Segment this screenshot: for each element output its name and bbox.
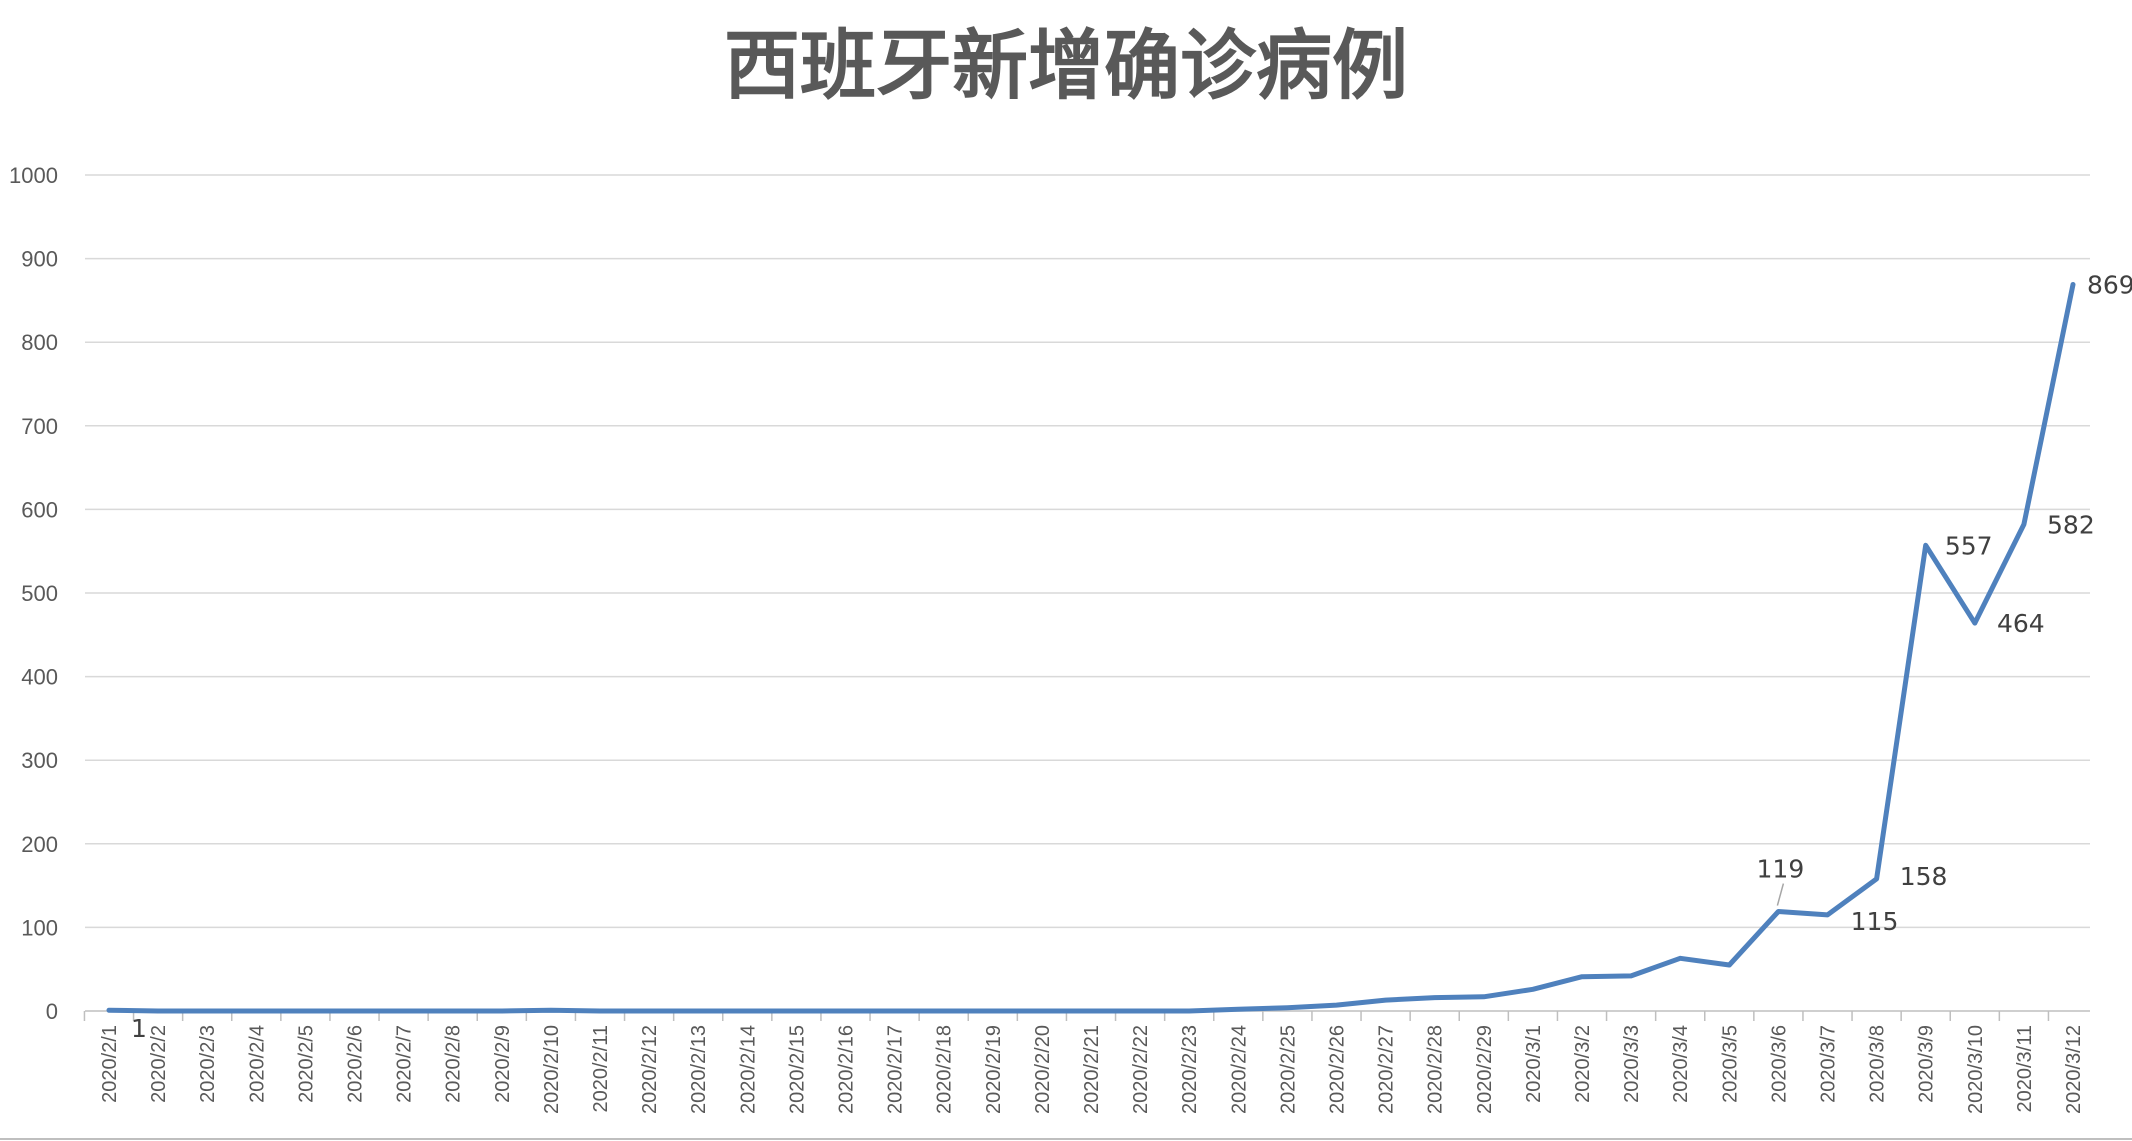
x-tick-label: 2020/3/12 xyxy=(2063,1025,2085,1114)
x-tick-label: 2020/3/8 xyxy=(1867,1025,1889,1103)
data-label: 557 xyxy=(1945,531,1993,560)
y-tick-label: 1000 xyxy=(9,163,58,188)
x-tick-label: 2020/2/2 xyxy=(148,1025,170,1103)
x-tick-label: 2020/2/4 xyxy=(246,1025,268,1103)
x-tick-label: 2020/3/3 xyxy=(1621,1025,1643,1103)
x-tick-label: 2020/2/3 xyxy=(197,1025,219,1103)
y-tick-label: 300 xyxy=(21,748,58,773)
y-tick-label: 100 xyxy=(21,915,58,940)
gridlines xyxy=(85,174,2090,1012)
x-tick-label: 2020/2/9 xyxy=(492,1025,514,1103)
x-tick-label: 2020/2/27 xyxy=(1376,1025,1398,1114)
x-tick-label: 2020/2/28 xyxy=(1425,1025,1447,1114)
x-tick-label: 2020/2/7 xyxy=(394,1025,416,1103)
x-tick-label: 2020/2/5 xyxy=(295,1025,317,1103)
x-tick-label: 2020/3/4 xyxy=(1670,1025,1692,1103)
x-tick-label: 2020/3/10 xyxy=(1965,1025,1987,1114)
y-tick-label: 900 xyxy=(21,247,58,272)
x-tick-label: 2020/2/11 xyxy=(590,1025,612,1113)
x-tick-label: 2020/2/15 xyxy=(786,1025,808,1114)
x-tick-label: 2020/2/6 xyxy=(345,1025,367,1103)
x-axis-ticks: 2020/2/1 2020/2/2 2020/2/3 2020/2/4 2020/2/5… xyxy=(83,1011,2085,1114)
x-tick-label: 2020/2/16 xyxy=(836,1025,858,1114)
x-tick-label: 2020/2/20 xyxy=(1032,1025,1054,1114)
x-tick-label: 2020/3/1 xyxy=(1523,1025,1545,1103)
x-tick-label: 2020/2/8 xyxy=(443,1025,465,1103)
y-tick-label: 500 xyxy=(21,581,58,606)
x-tick-label: 2020/2/21 xyxy=(1081,1025,1103,1114)
x-tick-label: 2020/2/23 xyxy=(1179,1025,1201,1114)
data-label: 119 xyxy=(1757,855,1805,884)
x-tick-label: 2020/2/12 xyxy=(639,1025,661,1114)
y-tick-label: 600 xyxy=(21,497,58,522)
data-label: 115 xyxy=(1851,907,1899,936)
x-tick-label: 2020/2/14 xyxy=(737,1025,759,1114)
x-tick-label: 2020/3/5 xyxy=(1719,1025,1741,1103)
x-tick-label: 2020/3/6 xyxy=(1768,1025,1790,1103)
x-tick-label: 2020/2/19 xyxy=(983,1025,1005,1114)
y-tick-label: 200 xyxy=(21,832,58,857)
x-tick-label: 2020/2/24 xyxy=(1228,1025,1250,1114)
x-tick-label: 2020/2/22 xyxy=(1130,1025,1152,1114)
x-tick-label: 2020/3/7 xyxy=(1818,1025,1840,1103)
x-tick-label: 2020/2/17 xyxy=(885,1025,907,1114)
x-tick-label: 2020/2/29 xyxy=(1474,1025,1496,1114)
x-tick-label: 2020/3/11 xyxy=(2014,1025,2036,1113)
y-tick-label: 400 xyxy=(21,665,58,690)
x-tick-label: 2020/3/2 xyxy=(1572,1025,1594,1103)
x-tick-label: 2020/2/10 xyxy=(541,1025,563,1114)
x-tick-label: 2020/2/18 xyxy=(934,1025,956,1114)
data-label: 1 xyxy=(131,1014,147,1043)
y-tick-label: 800 xyxy=(21,330,58,355)
data-label: 869 xyxy=(2087,271,2132,300)
series-layer xyxy=(106,282,2076,1014)
y-axis-ticks: 0 100 200 300 400 500 600 700 800 900 1000 xyxy=(9,163,58,1024)
chart-title: 西班牙新增确诊病例 xyxy=(724,21,1408,110)
x-tick-label: 2020/2/26 xyxy=(1327,1025,1349,1114)
y-tick-label: 0 xyxy=(46,999,58,1024)
data-label: 464 xyxy=(1997,609,2045,638)
data-label: 158 xyxy=(1900,862,1948,891)
y-tick-label: 700 xyxy=(21,414,58,439)
series-line xyxy=(106,282,2076,1014)
x-tick-label: 2020/2/1 xyxy=(99,1025,121,1103)
x-tick-label: 2020/2/25 xyxy=(1277,1025,1299,1114)
data-label-leader xyxy=(1776,883,1785,906)
x-tick-label: 2020/3/9 xyxy=(1916,1025,1938,1103)
x-tick-label: 2020/2/13 xyxy=(688,1025,710,1114)
data-label: 582 xyxy=(2047,510,2095,539)
